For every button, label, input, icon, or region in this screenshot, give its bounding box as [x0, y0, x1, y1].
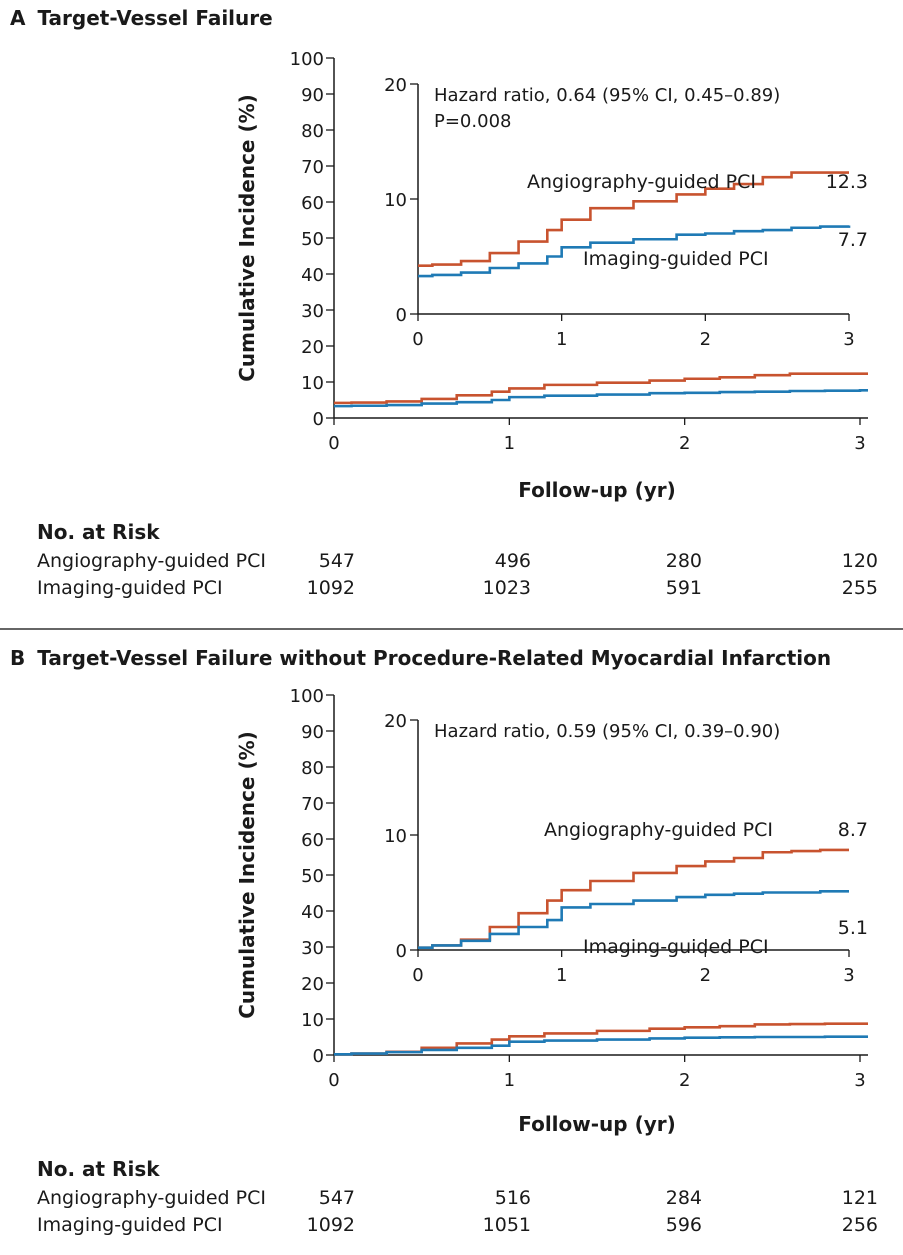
series-end-value: 12.3 [826, 171, 868, 193]
risk-value: 547 [318, 1187, 355, 1209]
x-tick-label: 0 [328, 433, 339, 454]
inset-x-tick-label: 1 [556, 329, 567, 350]
series-label-imaging: Imaging-guided PCI [583, 248, 769, 270]
inset-x-tick-label: 0 [412, 965, 423, 986]
risk-value: 516 [494, 1187, 531, 1209]
series-end-value: 5.1 [838, 917, 868, 939]
risk-value: 256 [841, 1214, 878, 1236]
inset-y-tick-label: 10 [384, 190, 407, 211]
inset-x-tick-label: 2 [700, 329, 711, 350]
inset-x-tick-label: 0 [412, 329, 423, 350]
risk-value: 1051 [482, 1214, 531, 1236]
x-tick-label: 3 [854, 1070, 865, 1091]
x-tick-label: 0 [328, 1070, 339, 1091]
risk-value: 596 [665, 1214, 702, 1236]
y-axis-label: Cumulative Incidence (%) [235, 94, 259, 382]
x-tick-label: 2 [679, 1070, 690, 1091]
hazard-annotation: Hazard ratio, 0.59 (95% CI, 0.39–0.90) [434, 721, 780, 742]
y-tick-label: 60 [301, 193, 324, 214]
inset-x-tick-label: 2 [700, 965, 711, 986]
y-tick-label: 90 [301, 722, 324, 743]
y-tick-label: 60 [301, 830, 324, 851]
y-tick-label: 40 [301, 902, 324, 923]
risk-value: 280 [665, 550, 702, 572]
y-tick-label: 70 [301, 157, 324, 178]
risk-value: 120 [841, 550, 878, 572]
inset-x-tick-label: 1 [556, 965, 567, 986]
main-series-line-imaging [334, 388, 868, 408]
y-tick-label: 70 [301, 794, 324, 815]
inset-y-tick-label: 0 [396, 305, 407, 326]
hazard-annotation: Hazard ratio, 0.64 (95% CI, 0.45–0.89) [434, 85, 780, 106]
risk-value: 547 [318, 550, 355, 572]
panel-b-title-text: Target-Vessel Failure without Procedure-… [37, 646, 832, 670]
x-axis-label: Follow-up (yr) [518, 478, 676, 502]
x-axis-label: Follow-up (yr) [518, 1112, 676, 1136]
risk-value: 1092 [306, 1214, 355, 1236]
main-series-line-angiography [334, 372, 868, 405]
risk-heading: No. at Risk [37, 520, 160, 544]
inset-y-tick-label: 20 [384, 75, 407, 96]
y-tick-label: 100 [290, 49, 324, 70]
inset-x-tick-label: 3 [843, 329, 854, 350]
series-end-value: 7.7 [838, 229, 868, 251]
y-tick-label: 10 [301, 373, 324, 394]
y-tick-label: 50 [301, 229, 324, 250]
y-tick-label: 30 [301, 938, 324, 959]
inset-series-line-imaging [418, 890, 849, 949]
panel-a-title: A Target-Vessel Failure [10, 6, 273, 30]
y-tick-label: 20 [301, 337, 324, 358]
y-tick-label: 50 [301, 866, 324, 887]
x-tick-label: 1 [504, 1070, 515, 1091]
risk-value: 1023 [482, 577, 531, 599]
y-tick-label: 10 [301, 1010, 324, 1031]
y-tick-label: 90 [301, 85, 324, 106]
inset-x-tick-label: 3 [843, 965, 854, 986]
x-tick-label: 2 [679, 433, 690, 454]
risk-value: 591 [665, 577, 702, 599]
hazard-annotation: P=0.008 [434, 111, 511, 132]
panel-a-letter: A [10, 6, 26, 30]
y-tick-label: 20 [301, 974, 324, 995]
y-tick-label: 30 [301, 301, 324, 322]
risk-row-label-angiography: Angiography-guided PCI [37, 1187, 266, 1209]
risk-row-label-angiography: Angiography-guided PCI [37, 550, 266, 572]
inset-series-line-imaging [418, 225, 851, 278]
inset-y-tick-label: 10 [384, 826, 407, 847]
panel-a-title-text: Target-Vessel Failure [37, 6, 273, 30]
series-end-value: 8.7 [838, 819, 868, 841]
risk-heading: No. at Risk [37, 1157, 160, 1181]
risk-value: 1092 [306, 577, 355, 599]
y-tick-label: 0 [313, 409, 324, 430]
x-tick-label: 3 [854, 433, 865, 454]
panel-b-title: B Target-Vessel Failure without Procedure… [10, 646, 831, 670]
series-label-angiography: Angiography-guided PCI [527, 171, 756, 193]
risk-row-label-imaging: Imaging-guided PCI [37, 577, 223, 599]
inset-y-tick-label: 20 [384, 711, 407, 732]
panel-b-letter: B [10, 646, 26, 670]
risk-value: 284 [665, 1187, 702, 1209]
risk-value: 255 [841, 577, 878, 599]
inset-y-tick-label: 0 [396, 941, 407, 962]
y-tick-label: 80 [301, 758, 324, 779]
y-axis-label: Cumulative Incidence (%) [235, 731, 259, 1019]
risk-row-label-imaging: Imaging-guided PCI [37, 1214, 223, 1236]
x-tick-label: 1 [504, 433, 515, 454]
y-tick-label: 40 [301, 265, 324, 286]
risk-value: 496 [494, 550, 531, 572]
y-tick-label: 0 [313, 1046, 324, 1067]
panel-divider [0, 628, 903, 630]
inset-series-line-angiography [418, 171, 849, 267]
y-tick-label: 80 [301, 121, 324, 142]
y-tick-label: 100 [290, 686, 324, 707]
main-series-line-imaging [334, 1035, 868, 1056]
inset-series-line-angiography [418, 848, 849, 949]
series-label-imaging: Imaging-guided PCI [583, 936, 769, 958]
risk-value: 121 [841, 1187, 878, 1209]
series-label-angiography: Angiography-guided PCI [544, 819, 773, 841]
